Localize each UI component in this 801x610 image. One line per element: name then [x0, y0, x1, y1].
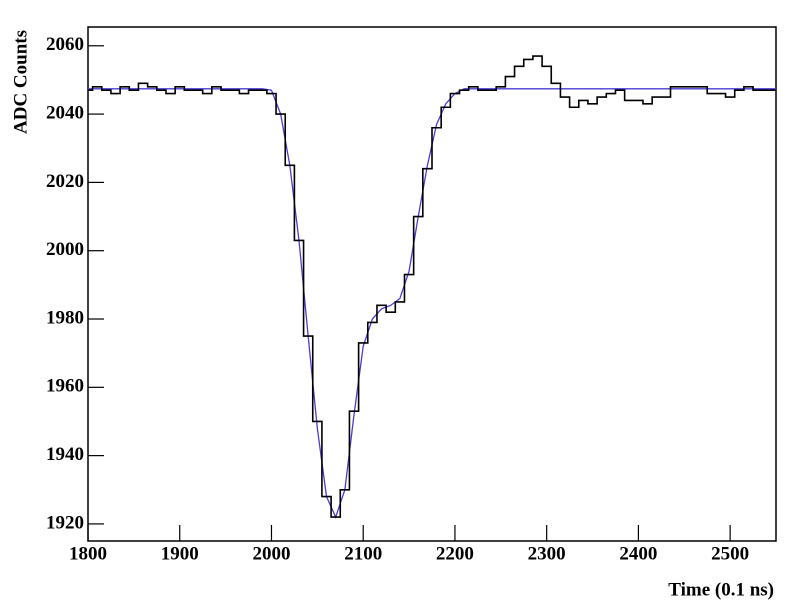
y-tick-label: 2040: [46, 102, 84, 123]
x-tick-label: 2200: [436, 543, 474, 564]
y-tick-label: 2000: [46, 239, 84, 260]
x-tick-label: 1900: [161, 543, 199, 564]
y-axis-title: ADC Counts: [10, 30, 31, 134]
y-tick-label: 1980: [46, 307, 84, 328]
x-tick-label: 2100: [344, 543, 382, 564]
y-tick-label: 1920: [46, 512, 84, 533]
x-tick-label: 2400: [619, 543, 657, 564]
x-tick-label: 2300: [528, 543, 566, 564]
x-tick-label: 1800: [69, 543, 107, 564]
x-axis-title: Time (0.1 ns): [668, 579, 774, 600]
data-histogram: [88, 55, 776, 518]
y-tick-label: 2060: [46, 34, 84, 55]
y-tick-label: 1940: [46, 444, 84, 465]
y-tick-label: 2020: [46, 171, 84, 192]
plot-frame: [87, 26, 777, 542]
y-tick-label: 1960: [46, 376, 84, 397]
x-tick-label: 2500: [711, 543, 749, 564]
x-tick-label: 2000: [252, 543, 290, 564]
